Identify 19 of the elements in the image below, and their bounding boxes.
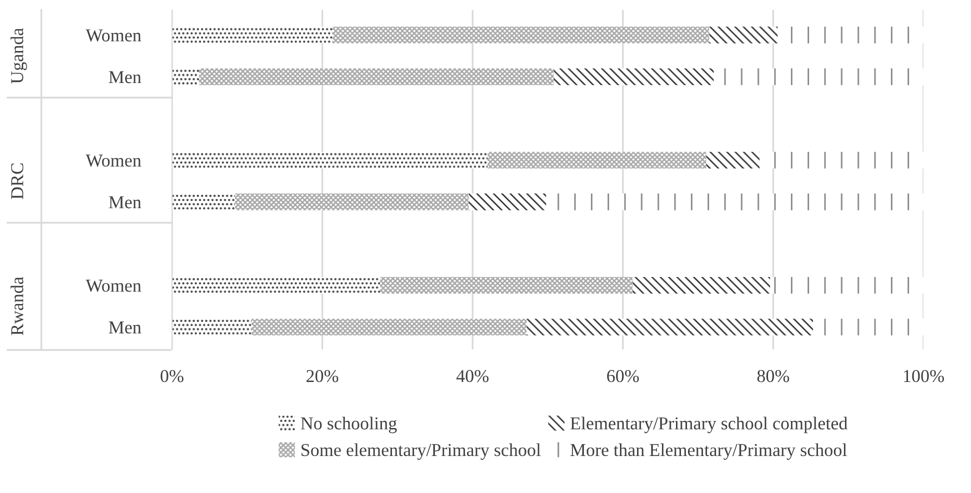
legend-label: Elementary/Primary school completed	[570, 416, 848, 434]
y-tick-label: Men	[108, 321, 142, 334]
y-tick-label: Women	[86, 29, 142, 42]
x-tick-label: 40%	[456, 370, 489, 382]
text: Uganda	[10, 28, 27, 84]
x-tick-label: 100%	[904, 370, 944, 382]
legend-label: More than Elementary/Primary school	[570, 443, 847, 460]
legend-label: No schooling	[300, 416, 397, 434]
text: DRC	[11, 163, 24, 200]
legend-label: Some elementary/Primary school	[302, 443, 541, 460]
y-tick-label: Women	[86, 154, 142, 167]
y-tick-label: Men	[108, 196, 142, 208]
y-tick-label: Women	[86, 280, 142, 292]
y-tick-label: Men	[108, 71, 142, 84]
x-tick-label: 80%	[757, 370, 790, 382]
x-tick-label: 0%	[160, 370, 184, 382]
text: Rwanda	[10, 276, 24, 336]
x-tick-label: 20%	[306, 370, 338, 382]
x-tick-label: 60%	[607, 370, 639, 382]
